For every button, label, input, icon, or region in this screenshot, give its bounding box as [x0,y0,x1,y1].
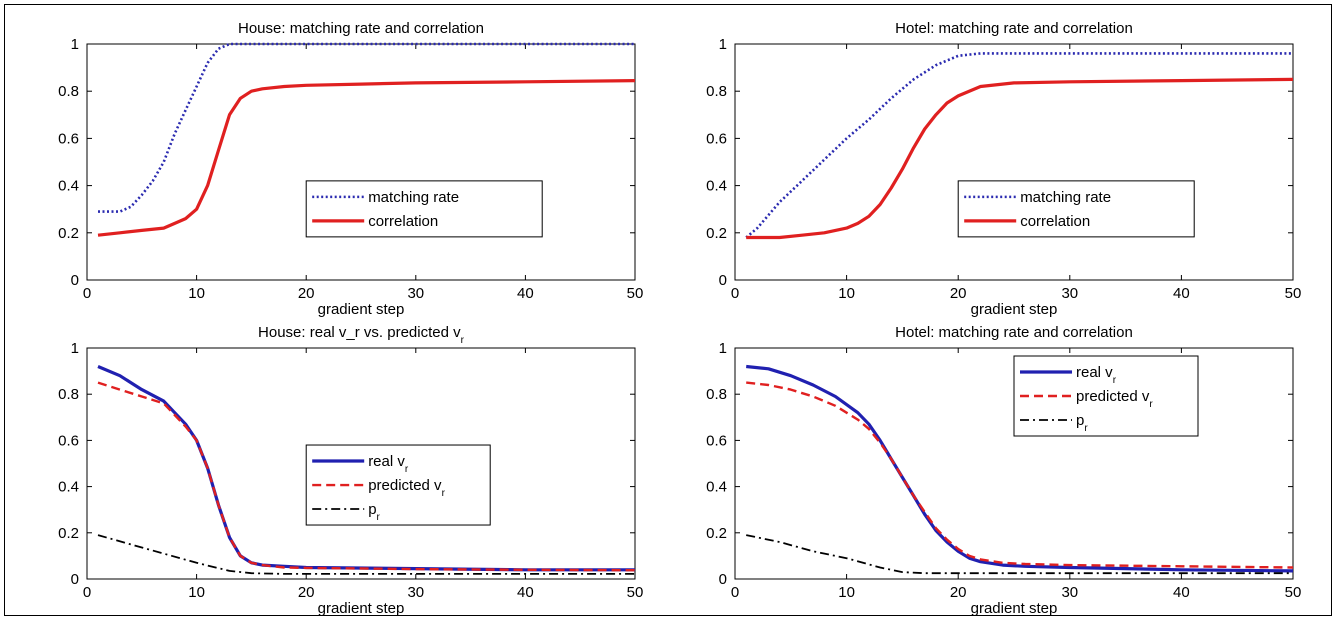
x-tick-label: 10 [188,584,205,601]
y-tick-label: 1 [71,340,79,357]
y-tick-label: 0.6 [58,130,79,147]
y-tick-label: 1 [71,36,79,53]
y-tick-label: 0.2 [58,525,79,542]
y-tick-label: 0.8 [58,83,79,100]
legend-label: real vr [1076,364,1117,386]
legend-label: matching rate [368,189,459,206]
x-tick-label: 40 [1173,285,1190,302]
x-axis-label: gradient step [318,600,405,617]
y-tick-label: 0.2 [706,225,727,242]
legend-label: predicted vr [368,477,445,499]
x-tick-label: 50 [627,285,644,302]
legend-box [957,180,1195,238]
series-line-1 [746,77,1294,240]
legend-label: predicted vr [1076,388,1153,410]
y-tick-label: 0.6 [706,130,727,147]
x-tick-label: 50 [1285,584,1302,601]
y-tick-label: 0.6 [58,432,79,449]
x-tick-label: 30 [1061,285,1078,302]
x-tick-label: 30 [407,285,424,302]
legend: matching rate correlation [305,180,543,238]
chart-title: Hotel: matching rate and correlation [895,324,1133,341]
y-tick-label: 0 [71,571,79,588]
x-tick-label: 0 [83,584,91,601]
legend-label: matching rate [1020,189,1111,206]
x-tick-label: 20 [298,584,315,601]
x-tick-label: 30 [407,584,424,601]
series-line-0 [98,42,635,213]
y-tick-label: 0 [719,272,727,289]
x-tick-label: 50 [1285,285,1302,302]
legend: matching rate correlation [957,180,1195,238]
x-tick-label: 40 [1173,584,1190,601]
series-line-0 [745,52,1293,239]
y-tick-label: 1 [719,340,727,357]
x-tick-label: 10 [838,285,855,302]
y-tick-label: 0.6 [706,432,727,449]
y-tick-label: 0.8 [706,386,727,403]
x-tick-label: 20 [298,285,315,302]
y-tick-label: 0.4 [58,479,79,496]
y-tick-label: 0 [71,272,79,289]
plot-area [86,43,636,281]
figure: House: matching rate and correlation 0 10 2… [4,4,1332,617]
y-tick-label: 0.8 [706,83,727,100]
y-tick-label: 0.2 [706,525,727,542]
x-tick-label: 0 [731,285,739,302]
x-axis-label: gradient step [318,301,405,318]
legend-box [305,444,491,526]
x-tick-label: 40 [517,285,534,302]
legend-box [305,180,543,238]
x-axis-label: gradient step [971,301,1058,318]
y-tick-label: 0.8 [58,386,79,403]
x-tick-label: 20 [950,285,967,302]
legend-label: correlation [1020,213,1090,230]
series-line-2 [746,534,1293,575]
x-tick-label: 30 [1061,584,1078,601]
x-tick-label: 10 [188,285,205,302]
chart-title: House: real v_r vs. predicted vr [258,324,465,346]
legend-box [1013,355,1199,437]
y-tick-label: 0.4 [706,479,727,496]
x-tick-label: 40 [517,584,534,601]
series-line-1 [97,381,636,572]
series-line-1 [746,381,1294,569]
series-line-2 [97,534,635,575]
legend-label: correlation [368,213,438,230]
y-tick-label: 0.4 [706,178,727,195]
chart-house-vr: House: real v_r vs. predicted vr0 10 20 30 4… [58,324,643,617]
x-tick-label: 0 [731,584,739,601]
y-tick-label: 1 [719,36,727,53]
chart-title: Hotel: matching rate and correlation [895,20,1133,37]
chart-title: House: matching rate and correlation [238,20,484,37]
series-line-1 [97,79,636,237]
y-tick-label: 0.2 [58,225,79,242]
x-tick-label: 10 [838,584,855,601]
x-axis-label: gradient step [971,600,1058,617]
legend-label: real vr [368,453,409,475]
x-tick-label: 0 [83,285,91,302]
y-tick-label: 0.4 [58,178,79,195]
y-tick-label: 0 [719,571,727,588]
x-tick-label: 20 [950,584,967,601]
x-tick-label: 50 [627,584,644,601]
